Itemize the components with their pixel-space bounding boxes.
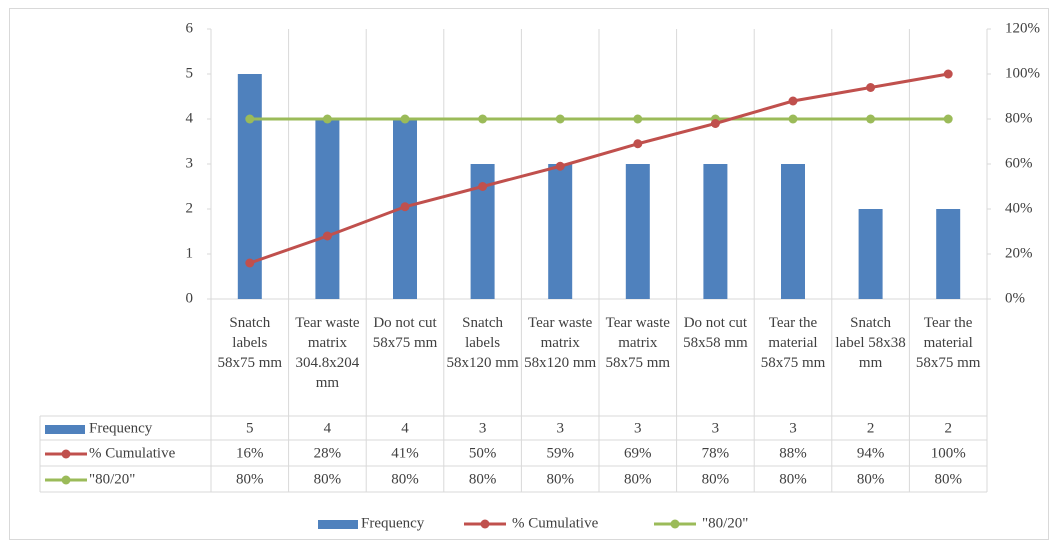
line-marker bbox=[710, 119, 720, 128]
table-row-header: Frequency bbox=[89, 420, 153, 436]
x-tick-label: Tear waste matrix 304.8x204 mm bbox=[295, 315, 360, 391]
y-tick-label: 3 bbox=[186, 155, 194, 171]
x-tick-label: Do not cut 58x75 mm bbox=[372, 315, 438, 351]
table-cell: 80% bbox=[236, 471, 264, 487]
bar bbox=[781, 164, 805, 299]
line-marker bbox=[866, 83, 876, 92]
bar bbox=[703, 164, 728, 299]
table-cell: 94% bbox=[857, 445, 885, 461]
y-tick-label: 0 bbox=[186, 290, 194, 306]
y2-tick-label: 40% bbox=[1005, 200, 1033, 216]
table-cell: 59% bbox=[546, 445, 574, 461]
table-cell: 16% bbox=[236, 445, 264, 461]
line-marker bbox=[943, 114, 953, 124]
table-row-header: "80/20" bbox=[89, 471, 135, 487]
x-tick-label: Do not cut 58x58 mm bbox=[683, 315, 748, 351]
legend-icon-marker bbox=[480, 519, 490, 529]
x-tick-label: Snatch label 58x38 mm bbox=[835, 315, 906, 371]
table-cell: 28% bbox=[314, 445, 342, 461]
y2-tick-label: 120% bbox=[1005, 20, 1040, 36]
table-cell: 100% bbox=[931, 445, 966, 461]
table-cell: 80% bbox=[469, 471, 497, 487]
bar bbox=[936, 209, 961, 299]
table-legend-icon-marker bbox=[61, 475, 71, 485]
line-marker bbox=[555, 114, 565, 124]
y-tick-label: 2 bbox=[186, 200, 194, 216]
table-cell: 80% bbox=[702, 471, 730, 487]
table-cell: 78% bbox=[702, 445, 730, 461]
line-marker bbox=[788, 96, 798, 106]
line-marker bbox=[400, 114, 410, 124]
y2-tick-label: 20% bbox=[1005, 245, 1033, 261]
y-tick-label: 6 bbox=[186, 20, 194, 36]
table-cell: 41% bbox=[391, 445, 419, 461]
table-cell: 4 bbox=[324, 420, 332, 436]
table-legend-icon-marker bbox=[61, 449, 71, 459]
line-marker bbox=[555, 161, 565, 171]
table-cell: 80% bbox=[934, 471, 962, 487]
line-marker bbox=[245, 258, 255, 268]
x-tick-label: Snatch labels 58x75 mm bbox=[217, 315, 283, 371]
table-legend-icon bbox=[45, 425, 85, 434]
table-cell: 69% bbox=[624, 445, 652, 461]
y-tick-label: 4 bbox=[186, 110, 194, 126]
bar bbox=[625, 164, 650, 299]
y2-tick-label: 0% bbox=[1005, 290, 1025, 306]
table-cell: 2 bbox=[944, 420, 952, 436]
table-cell: 80% bbox=[857, 471, 885, 487]
table-cell: 4 bbox=[401, 420, 409, 436]
x-tick-label: Tear the material 58x75 mm bbox=[915, 315, 981, 371]
line-marker bbox=[633, 139, 643, 149]
legend-icon bbox=[318, 520, 358, 529]
bar bbox=[858, 209, 883, 299]
table-cell: 80% bbox=[779, 471, 807, 487]
y2-tick-label: 100% bbox=[1005, 65, 1040, 81]
line-marker bbox=[478, 182, 488, 191]
table-cell: 3 bbox=[556, 420, 564, 436]
table-cell: 5 bbox=[246, 420, 254, 436]
line-marker bbox=[322, 114, 332, 124]
x-tick-label: Tear waste matrix 58x75 mm bbox=[605, 315, 671, 371]
table-cell: 2 bbox=[867, 420, 875, 436]
x-tick-label: Tear the material 58x75 mm bbox=[760, 315, 826, 371]
table-cell: 80% bbox=[624, 471, 652, 487]
table-cell: 3 bbox=[789, 420, 797, 436]
table-row-header: % Cumulative bbox=[89, 445, 176, 461]
line-marker bbox=[866, 114, 876, 124]
y-tick-label: 1 bbox=[186, 245, 194, 261]
table-cell: 3 bbox=[634, 420, 642, 436]
line-marker bbox=[400, 202, 410, 212]
line-marker bbox=[943, 69, 953, 79]
chart-border bbox=[9, 8, 1049, 540]
line-marker bbox=[322, 231, 332, 241]
line bbox=[249, 72, 949, 265]
table-cell: 80% bbox=[314, 471, 342, 487]
line-marker bbox=[788, 114, 798, 124]
bar bbox=[548, 164, 573, 299]
line-marker bbox=[245, 114, 255, 124]
bar bbox=[315, 119, 340, 299]
legend-icon-marker bbox=[670, 519, 680, 529]
y2-tick-label: 60% bbox=[1005, 155, 1033, 171]
line-marker bbox=[478, 114, 488, 124]
bar bbox=[237, 74, 262, 299]
legend-label: % Cumulative bbox=[512, 515, 599, 531]
table-cell: 3 bbox=[712, 420, 720, 436]
legend-label: Frequency bbox=[361, 515, 425, 531]
y-tick-label: 5 bbox=[186, 65, 194, 81]
line-marker bbox=[633, 114, 643, 124]
table-cell: 80% bbox=[391, 471, 419, 487]
x-tick-label: Tear waste matrix 58x120 mm bbox=[524, 315, 597, 371]
table-cell: 80% bbox=[546, 471, 574, 487]
table-cell: 88% bbox=[779, 445, 807, 461]
y2-tick-label: 80% bbox=[1005, 110, 1033, 126]
table-cell: 3 bbox=[479, 420, 487, 436]
x-tick-label: Snatch labels 58x120 mm bbox=[446, 315, 519, 371]
table-cell: 50% bbox=[469, 445, 497, 461]
legend-label: "80/20" bbox=[702, 515, 748, 531]
